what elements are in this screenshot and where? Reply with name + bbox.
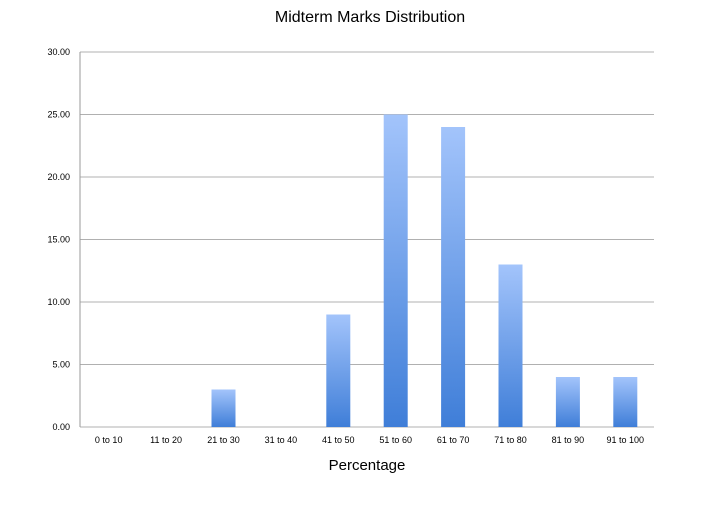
x-tick-label: 51 to 60 — [379, 435, 412, 445]
bar-21-to-30 — [211, 389, 236, 427]
x-axis-ticks: 0 to 10 11 to 20 21 to 30 31 to 40 41 to 50 5… — [95, 435, 644, 445]
bars — [211, 114, 638, 427]
x-tick-label: 61 to 70 — [437, 435, 470, 445]
bar-71-to-80 — [498, 264, 523, 427]
x-tick-label: 11 to 20 — [150, 435, 182, 445]
y-axis-ticks: 0.00 5.00 10.00 15.00 20.00 25.00 30.00 — [47, 47, 70, 432]
bar-51-to-60 — [383, 114, 408, 427]
y-tick-label: 25.00 — [47, 110, 70, 120]
x-tick-label: 81 to 90 — [552, 435, 585, 445]
x-axis-label: Percentage — [329, 457, 406, 474]
x-tick-label: 21 to 30 — [207, 435, 240, 445]
bar-61-to-70 — [441, 127, 466, 427]
y-tick-label: 15.00 — [47, 235, 70, 245]
x-tick-label: 0 to 10 — [95, 435, 123, 445]
gridlines — [80, 51, 654, 428]
x-tick-label: 31 to 40 — [265, 435, 298, 445]
chart-title: Midterm Marks Distribution — [275, 9, 465, 26]
y-tick-label: 10.00 — [47, 297, 70, 307]
bar-41-to-50 — [326, 314, 351, 427]
y-tick-label: 0.00 — [52, 422, 70, 432]
y-tick-label: 5.00 — [52, 360, 70, 370]
x-tick-label: 41 to 50 — [322, 435, 355, 445]
x-tick-label: 91 to 100 — [607, 435, 645, 445]
bar-81-to-90 — [555, 377, 580, 427]
x-tick-label: 71 to 80 — [494, 435, 527, 445]
y-tick-label: 30.00 — [47, 47, 70, 57]
y-tick-label: 20.00 — [47, 172, 70, 182]
bar-91-to-100 — [613, 377, 638, 427]
